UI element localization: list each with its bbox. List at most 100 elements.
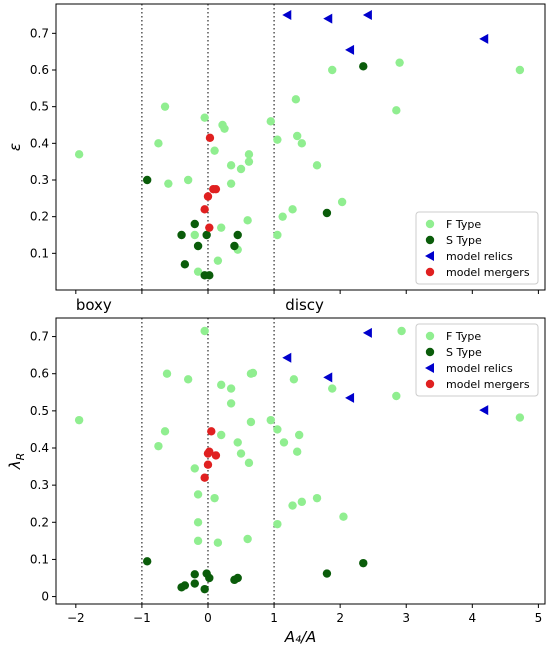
data-point — [392, 106, 401, 115]
data-point — [273, 425, 282, 434]
data-point — [312, 161, 322, 170]
data-point — [180, 581, 190, 590]
data-point — [288, 501, 297, 510]
data-point — [210, 493, 219, 503]
data-point — [193, 490, 203, 499]
legend-label: F Type — [446, 330, 481, 343]
y-tick-label: 0 — [41, 590, 49, 604]
data-point — [292, 131, 302, 141]
legend-marker — [425, 219, 435, 229]
legend-label: model relics — [446, 250, 513, 263]
data-point — [479, 405, 489, 416]
y-tick-label: 0.3 — [30, 478, 49, 492]
data-point — [193, 241, 203, 251]
data-point — [345, 44, 355, 55]
data-point — [359, 558, 368, 568]
data-point — [292, 447, 302, 456]
data-point — [243, 534, 252, 544]
data-point — [154, 441, 163, 451]
data-point — [193, 536, 203, 546]
series-s-type — [142, 62, 368, 280]
data-point — [294, 430, 304, 440]
data-point — [193, 518, 203, 527]
data-point — [328, 384, 337, 393]
data-point — [273, 135, 282, 144]
data-point — [337, 197, 347, 207]
legend-box — [415, 211, 539, 285]
data-point — [289, 375, 299, 384]
legend-marker — [425, 267, 435, 277]
data-point — [190, 219, 199, 229]
data-point — [266, 415, 275, 425]
y-tick-label: 0.1 — [30, 552, 49, 566]
legend: F Type S Type model relics model mergers — [415, 211, 539, 285]
data-point — [244, 157, 254, 166]
y-axis-label-main: ε — [6, 143, 24, 151]
legend-marker — [425, 251, 434, 261]
data-point — [282, 352, 292, 363]
data-point — [297, 497, 307, 507]
data-point — [205, 573, 214, 583]
data-point — [190, 579, 199, 588]
legend: F Type S Type model relics model mergers — [415, 323, 539, 397]
data-point — [217, 430, 226, 440]
legend-label: F Type — [446, 218, 481, 231]
data-point — [323, 13, 333, 24]
data-point — [226, 399, 236, 408]
data-point — [322, 208, 332, 218]
data-point — [273, 519, 282, 529]
data-point — [207, 427, 216, 436]
data-point — [236, 164, 246, 174]
data-point — [200, 326, 209, 336]
x-tick-label: 2 — [336, 611, 344, 625]
legend-label: model relics — [446, 362, 513, 375]
data-point — [328, 65, 337, 75]
data-point — [205, 447, 214, 456]
x-tick-label: −1 — [133, 611, 151, 625]
annotation-boxy: boxy — [76, 296, 112, 314]
y-tick-label: 0.7 — [30, 330, 49, 344]
y-tick-label: 0.2 — [30, 210, 49, 224]
x-tick-label: −2 — [67, 611, 85, 625]
data-point — [142, 557, 152, 566]
series-s-type — [142, 557, 368, 594]
data-point — [246, 417, 256, 427]
y-axis-label: λR — [6, 453, 27, 471]
series-f-type — [74, 58, 525, 276]
x-axis-label: A₄/A — [284, 628, 317, 646]
panel-lambda: 0 0.1 0.2 0.3 0.4 0.5 0.6 0.7 −2 −1 0 1 2 3 4 5 λR A₄/A F … — [6, 317, 546, 646]
data-point — [279, 438, 289, 447]
data-point — [142, 175, 152, 185]
data-point — [359, 62, 368, 71]
legend-label: model mergers — [446, 378, 530, 391]
legend-marker — [425, 379, 435, 389]
data-point — [200, 205, 209, 214]
data-point — [160, 102, 170, 111]
data-point — [248, 368, 258, 378]
data-point — [200, 473, 209, 482]
data-point — [278, 212, 287, 221]
data-point — [183, 175, 193, 185]
data-point — [291, 95, 301, 104]
y-tick-label: 0.3 — [30, 173, 49, 187]
data-point — [397, 326, 406, 336]
legend-marker — [425, 331, 435, 341]
data-point — [479, 33, 489, 44]
y-tick-label: 0.5 — [30, 100, 49, 114]
y-axis-label: ε — [6, 143, 24, 151]
data-point — [345, 392, 355, 403]
data-point — [395, 58, 404, 67]
data-point — [74, 150, 84, 159]
data-point — [177, 230, 186, 240]
data-point — [273, 230, 282, 240]
y-tick-label: 0.2 — [30, 515, 49, 529]
legend-box — [415, 323, 539, 397]
data-point — [266, 117, 275, 126]
data-point — [244, 458, 254, 468]
data-point — [203, 192, 213, 201]
data-point — [233, 438, 242, 447]
plot-frame — [55, 317, 546, 605]
data-point — [211, 451, 221, 460]
panel-ellipticity: 0.1 0.2 0.3 0.4 0.5 0.6 0.7 ε boxy discy F Type S T… — [6, 3, 546, 314]
legend-marker — [425, 235, 435, 245]
